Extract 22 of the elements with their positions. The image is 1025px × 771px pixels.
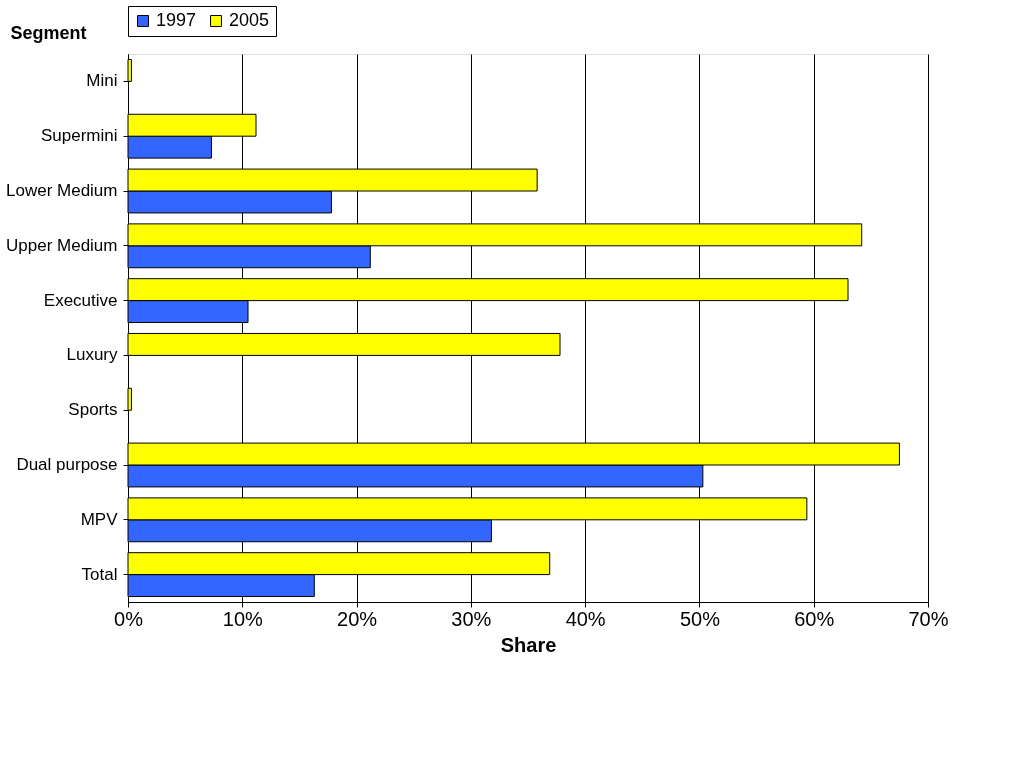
y-tick-label: Sports (68, 400, 118, 420)
x-tick-label: 70% (908, 607, 949, 630)
y-tick-label: Supermini (40, 126, 118, 146)
y-tick-label: Luxury (66, 345, 118, 365)
x-tick-label: 10% (222, 607, 264, 630)
x-tick-label: 60% (794, 607, 835, 630)
legend-label: 1997 (156, 10, 197, 30)
x-tick-label: 40% (565, 607, 606, 630)
x-tick-label: 50% (679, 607, 721, 630)
x-tick-label: 0% (114, 607, 144, 630)
y-tick-label: Executive (43, 290, 118, 310)
x-tick-label: 30% (451, 607, 492, 630)
y-tick-label: MPV (80, 509, 119, 529)
y-tick-label: Dual purpose (16, 455, 118, 474)
x-axis-title: Share (500, 633, 557, 656)
y-tick-label: Total (81, 564, 118, 584)
x-tick-label: 20% (337, 607, 378, 630)
legend-label: 2005 (229, 10, 270, 30)
y-axis-title: Segment (10, 22, 87, 43)
y-tick-label: Mini (86, 71, 118, 91)
y-tick-label: Lower Medium (6, 181, 118, 200)
y-tick-label: Upper Medium (6, 235, 118, 255)
